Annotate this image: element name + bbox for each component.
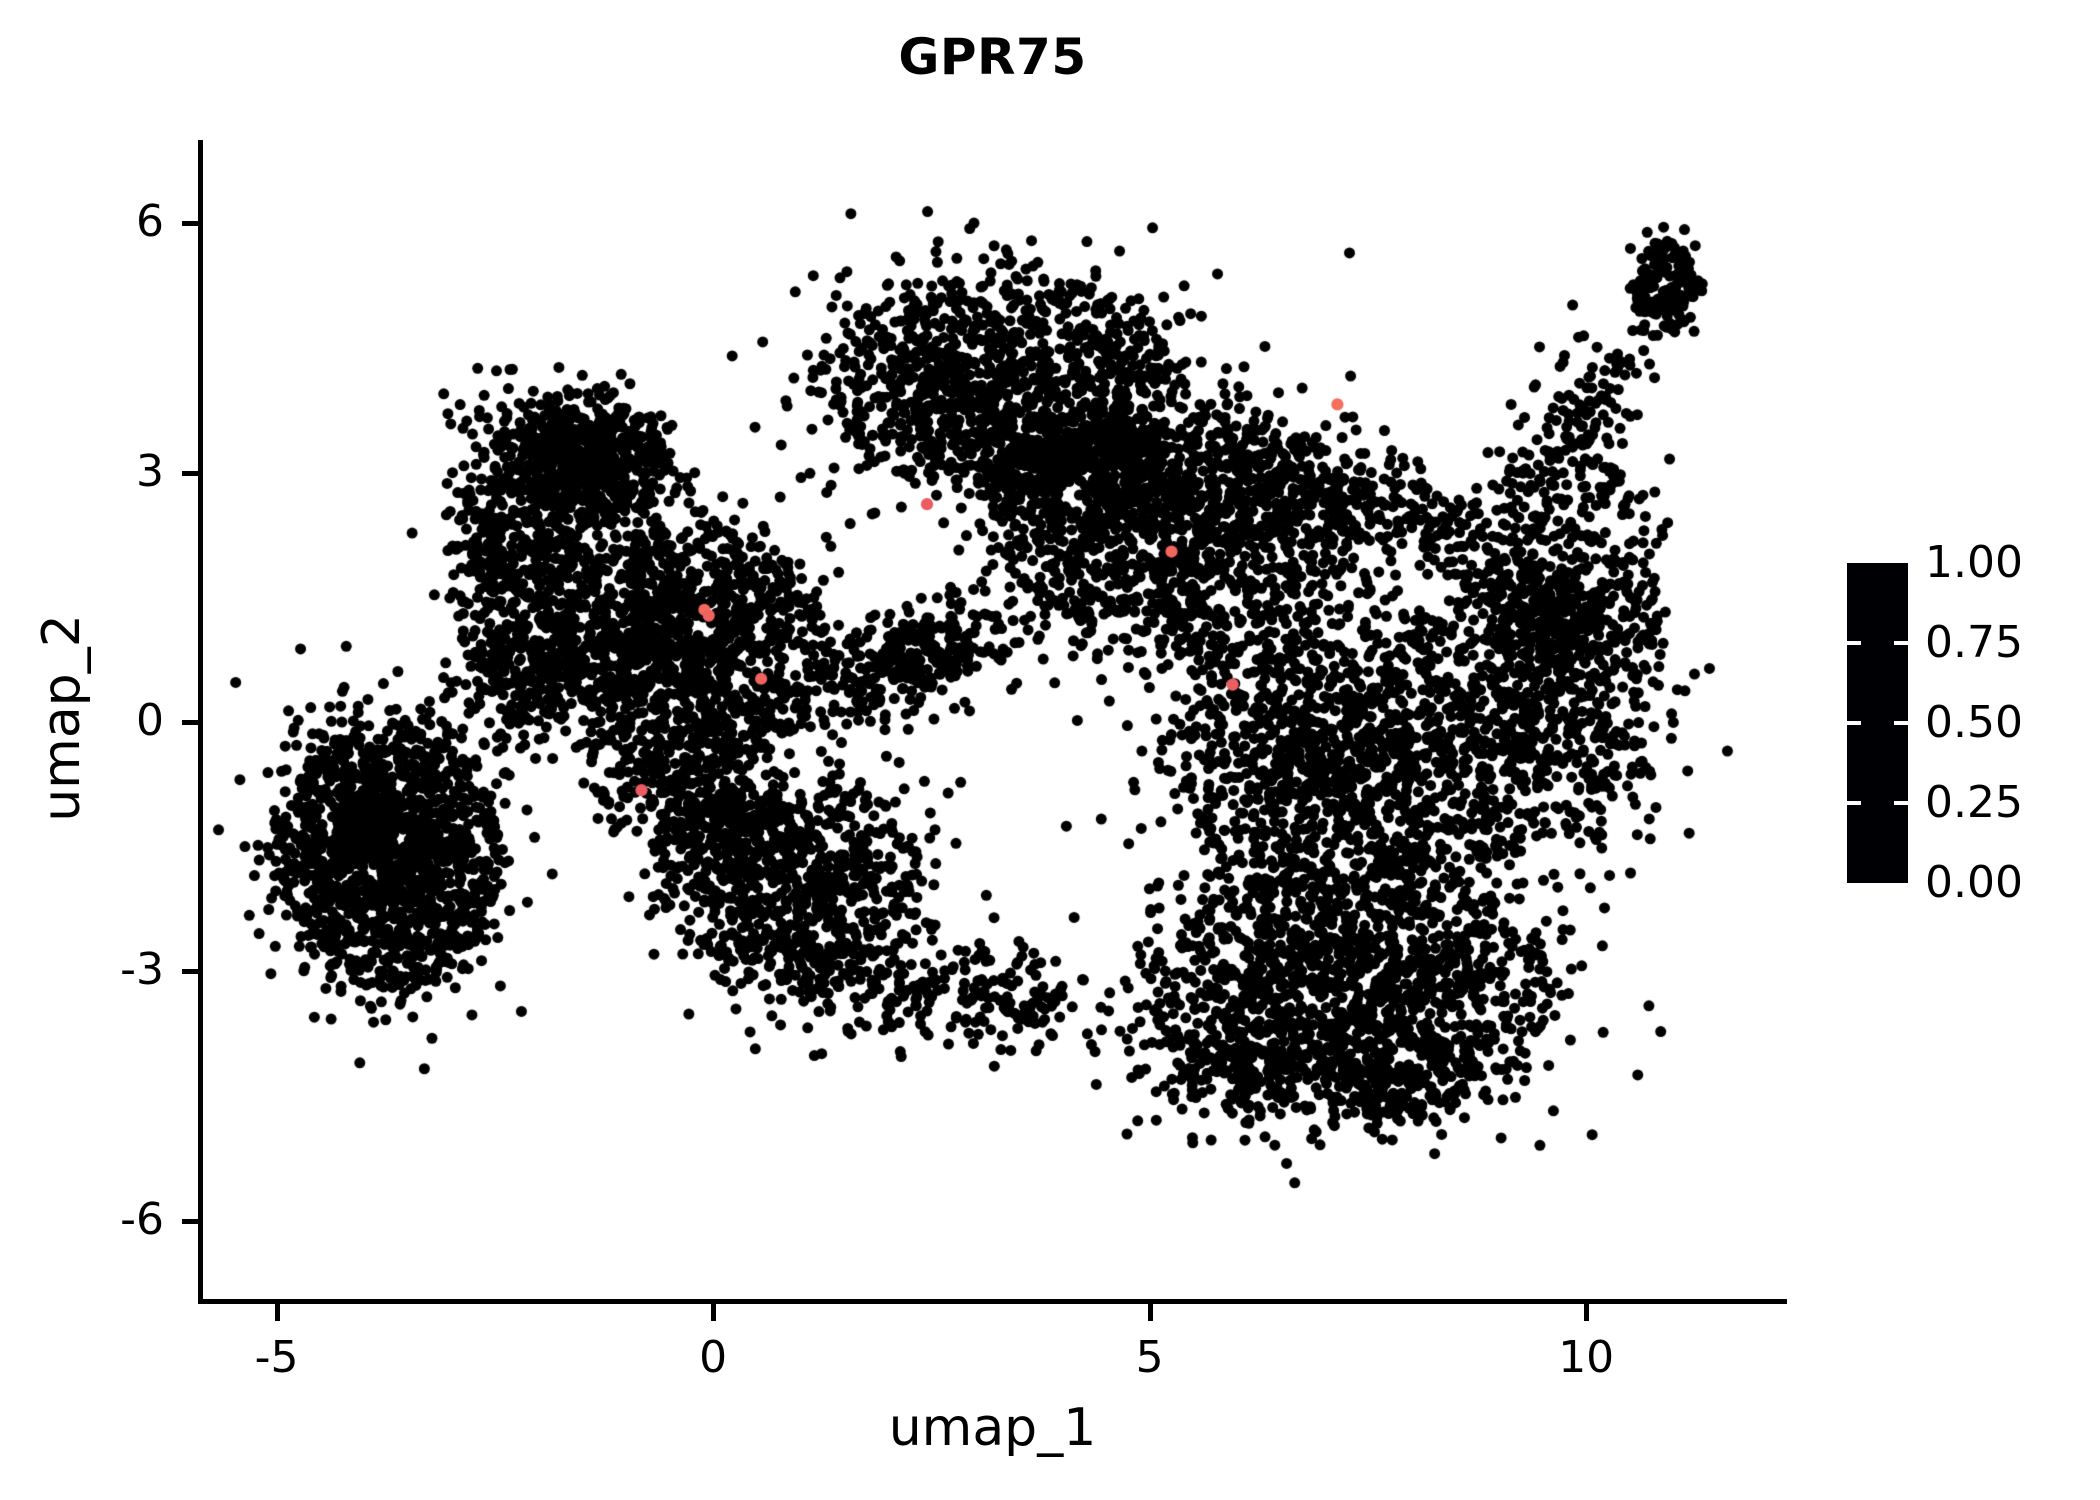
y-axis-label: umap_2 — [32, 614, 92, 822]
colorbar-tick-mark — [1894, 721, 1908, 725]
x-tick-label: 5 — [1135, 1332, 1164, 1383]
x-tick-mark — [1147, 1304, 1153, 1321]
colorbar-tick-label: 0.00 — [1925, 857, 2023, 908]
y-tick-label: -6 — [120, 1193, 164, 1245]
x-tick-mark — [274, 1304, 280, 1321]
y-tick-mark — [182, 720, 198, 725]
colorbar-tick-label: 1.00 — [1925, 537, 2023, 588]
x-tick-mark — [1584, 1304, 1590, 1321]
colorbar-legend[interactable]: 1.00 0.75 0.50 0.25 0.00 — [1847, 541, 2087, 905]
x-tick-mark — [711, 1304, 717, 1321]
colorbar-tick-mark — [1894, 641, 1908, 645]
x-tick-label: -5 — [254, 1332, 299, 1383]
y-tick-mark — [182, 1218, 198, 1224]
plot-axes — [198, 140, 1787, 1304]
x-axis-label: umap_1 — [888, 1398, 1097, 1458]
y-tick-label: -3 — [120, 944, 164, 996]
colorbar-tick-mark — [1847, 721, 1861, 725]
colorbar-tick-label: 0.25 — [1925, 777, 2023, 828]
colorbar-tick-label: 0.50 — [1925, 697, 2023, 748]
y-tick-label: 0 — [136, 695, 164, 746]
page-title: GPR75 — [898, 28, 1087, 86]
y-tick-label: 6 — [136, 196, 164, 248]
x-axis-spine — [198, 1299, 1787, 1304]
colorbar-tick-mark — [1847, 801, 1861, 805]
y-tick-mark — [182, 969, 198, 975]
colorbar-tick-mark — [1894, 801, 1908, 805]
y-tick-mark — [182, 470, 198, 476]
colorbar-tick-label: 0.75 — [1925, 617, 2023, 668]
y-tick-mark — [182, 221, 198, 227]
x-tick-label: 0 — [699, 1332, 728, 1383]
colorbar-tick-mark — [1847, 641, 1861, 645]
y-axis-spine — [198, 140, 203, 1304]
scatter-plot-canvas[interactable] — [198, 140, 1787, 1304]
y-tick-label: 3 — [136, 445, 164, 497]
x-tick-label: 10 — [1558, 1332, 1615, 1383]
